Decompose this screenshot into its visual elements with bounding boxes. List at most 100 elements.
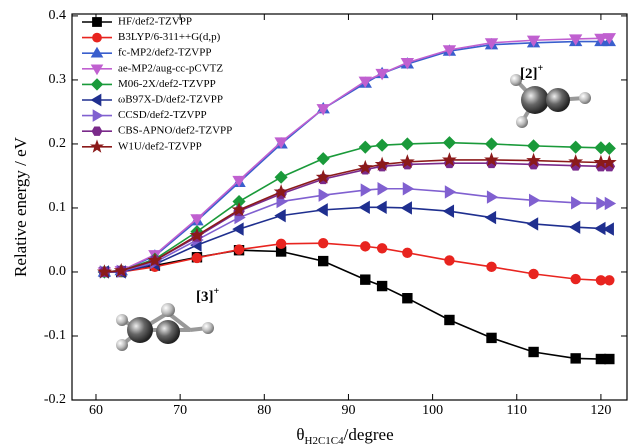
marker — [484, 152, 499, 167]
marker — [568, 34, 583, 46]
marker — [484, 137, 499, 151]
marker — [400, 137, 414, 151]
marker — [274, 170, 288, 184]
x-tick-label: 70 — [173, 403, 187, 418]
x-tick-label: 100 — [422, 403, 443, 418]
legend-swatch — [90, 64, 104, 76]
marker — [190, 214, 204, 226]
marker — [442, 45, 457, 57]
marker — [568, 154, 584, 169]
annotation-sup: + — [538, 63, 544, 74]
annotation-text: [2] — [520, 66, 538, 82]
marker — [528, 346, 539, 358]
legend-label: fc-MP2/def2-TZVPP — [118, 47, 212, 59]
marker — [375, 68, 389, 81]
marker — [594, 33, 608, 46]
marker — [568, 220, 581, 234]
marker — [375, 138, 389, 152]
x-axis-label: θH2C1C4/degree — [296, 425, 393, 447]
marker — [444, 314, 455, 326]
legend-swatch — [92, 109, 104, 122]
marker — [602, 141, 616, 155]
y-tick-label: -0.2 — [44, 392, 66, 407]
marker — [233, 244, 245, 255]
marker — [442, 152, 457, 167]
marker — [442, 136, 456, 150]
marker — [96, 264, 112, 279]
molecule-3 — [116, 303, 214, 351]
y-tick-label: 0.1 — [49, 200, 67, 215]
x-tick-label: 90 — [341, 403, 355, 418]
marker — [315, 169, 331, 184]
series — [97, 200, 614, 279]
x-label-unit: /degree — [344, 425, 394, 444]
annotation: [2]+ — [520, 63, 544, 82]
marker — [360, 241, 371, 252]
marker — [375, 200, 387, 215]
marker — [232, 222, 244, 236]
legend-swatch — [90, 93, 102, 107]
marker — [316, 104, 330, 116]
marker — [444, 255, 455, 266]
marker — [400, 58, 415, 70]
marker — [526, 35, 541, 48]
marker — [484, 38, 499, 50]
legend-label: CBS-APNO/def2-TZVPP — [118, 125, 232, 137]
series — [96, 152, 617, 279]
marker — [399, 154, 415, 169]
y-tick-label: 0.0 — [49, 264, 67, 279]
marker — [147, 252, 163, 267]
marker — [486, 332, 497, 344]
marker — [402, 293, 413, 304]
legend-label: B3LYP/6-311++G(d,p) — [118, 31, 221, 43]
marker — [604, 196, 617, 211]
marker — [273, 184, 289, 199]
marker — [570, 273, 581, 285]
marker — [316, 203, 328, 217]
marker — [402, 247, 413, 258]
marker — [604, 353, 615, 365]
series-line — [104, 187, 610, 273]
marker — [231, 202, 247, 217]
marker — [528, 193, 541, 207]
series-line — [104, 40, 610, 273]
x-tick-label: 60 — [89, 403, 103, 418]
marker — [602, 33, 617, 45]
marker — [570, 353, 581, 364]
marker — [113, 262, 129, 277]
legend-swatch — [90, 46, 104, 58]
marker — [377, 182, 389, 196]
marker — [318, 237, 329, 249]
series-line — [104, 159, 610, 273]
legend-label: M06-2X/def2-TZVPP — [118, 78, 216, 90]
legend-label: CCSD/def2-TZVPP — [118, 109, 207, 121]
marker — [486, 190, 499, 204]
marker — [402, 182, 415, 196]
annotation: [3]+ — [196, 286, 220, 305]
marker — [604, 275, 615, 286]
molecule-2 — [510, 74, 591, 128]
legend-label: ae-MP2/aug-cc-pCVTZ — [118, 62, 223, 74]
marker — [571, 196, 583, 210]
series-line — [104, 249, 610, 360]
series-line — [104, 206, 610, 273]
series-line — [104, 141, 610, 273]
series — [99, 245, 615, 365]
x-tick-label: 80 — [257, 403, 271, 418]
marker — [484, 210, 497, 225]
x-tick-label: 120 — [590, 403, 611, 418]
y-tick-label: 0.3 — [49, 72, 67, 87]
legend-swatch — [92, 32, 102, 43]
marker — [444, 185, 457, 199]
legend-swatch — [92, 17, 102, 27]
x-label-subscript: H2C1C4 — [305, 435, 345, 447]
marker — [275, 238, 287, 250]
marker — [569, 140, 583, 154]
marker — [602, 222, 614, 236]
marker — [400, 201, 412, 215]
series — [98, 158, 616, 277]
y-axis-label: Relative energy / eV — [11, 136, 30, 277]
marker — [527, 139, 541, 153]
legend-label: W1U/def2-TZVPP — [118, 140, 202, 152]
